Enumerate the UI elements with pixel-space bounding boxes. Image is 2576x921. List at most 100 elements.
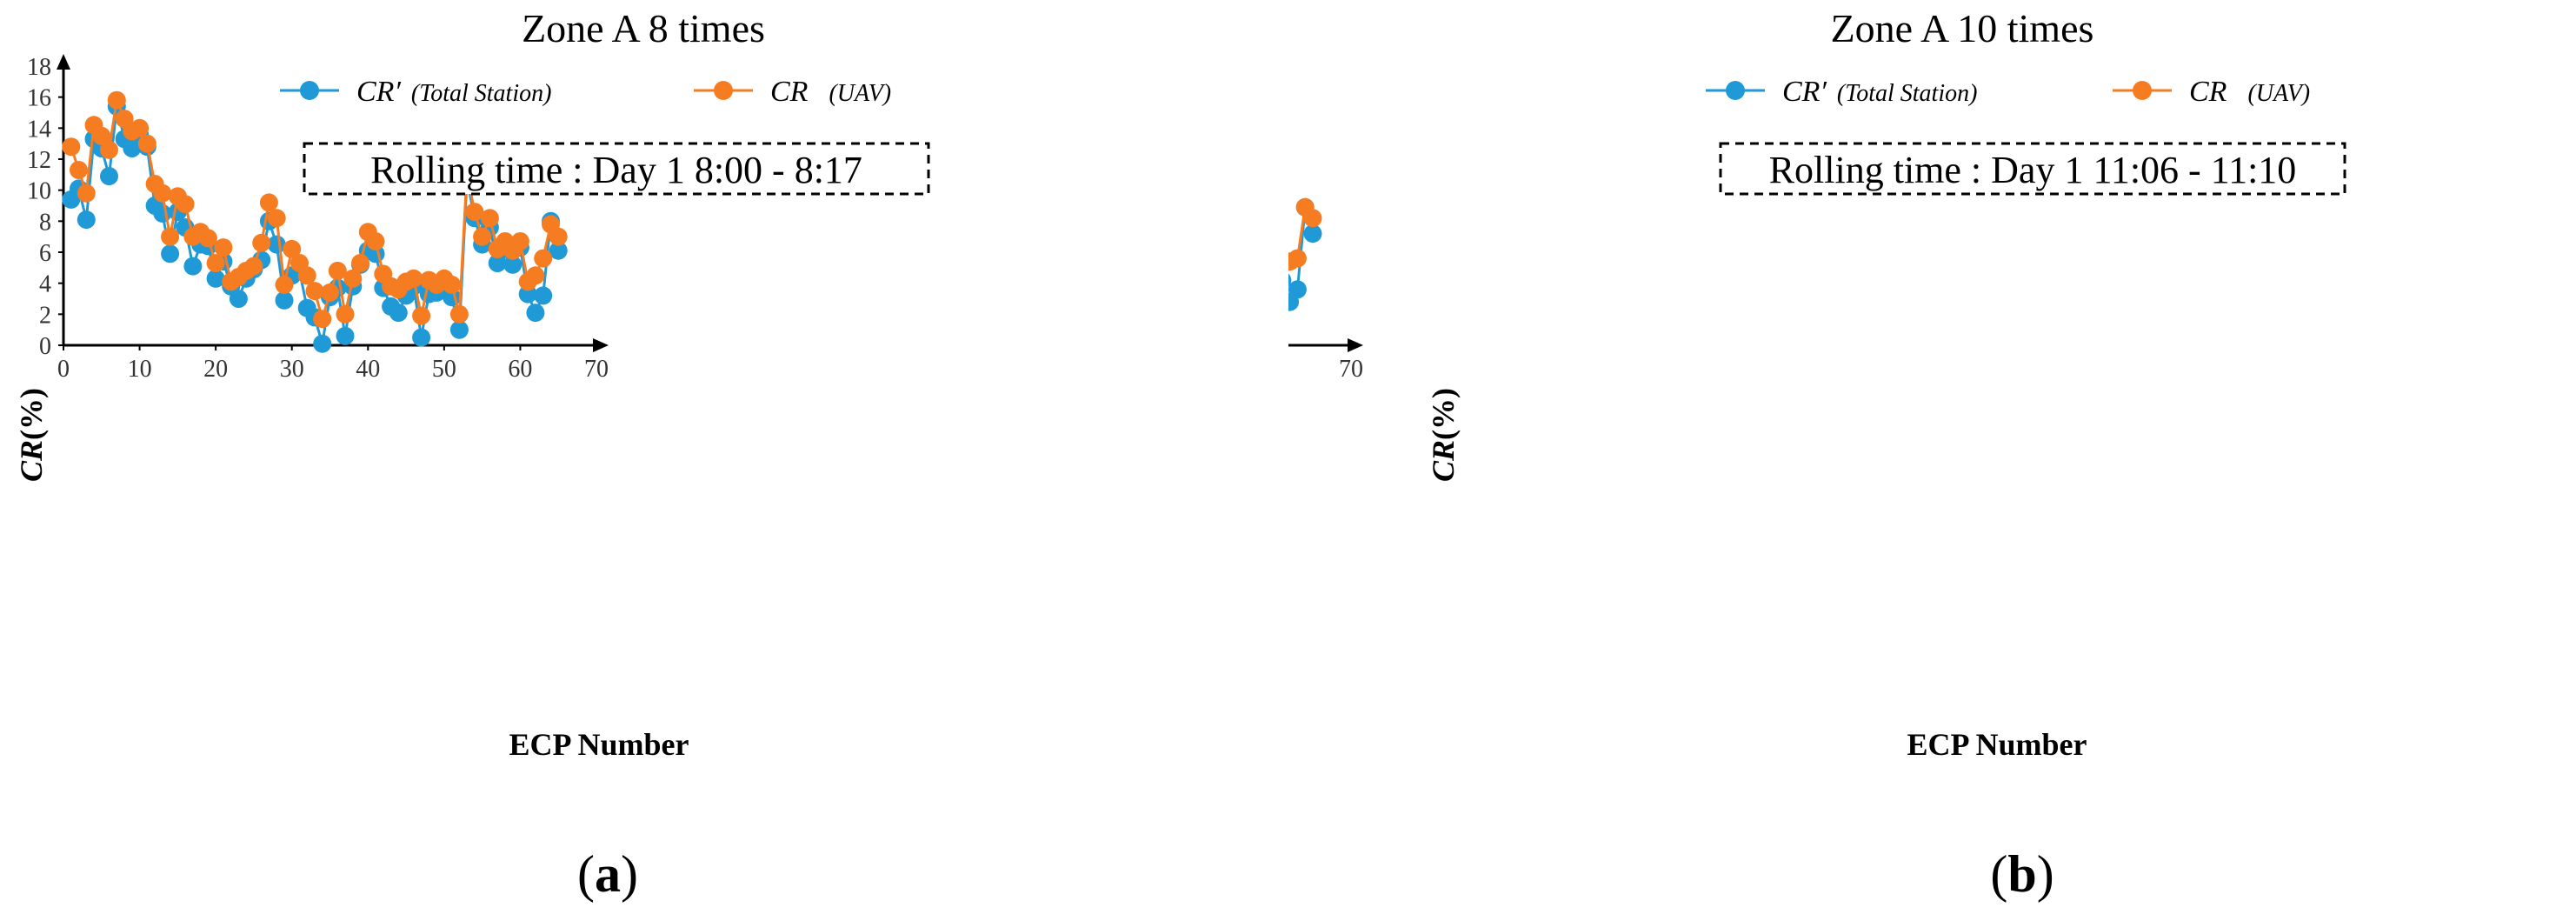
y-axis-title: CR(%) [14, 388, 49, 482]
legend-marker-uav [2133, 81, 2152, 100]
data-point-uav [198, 229, 217, 248]
y-tick-label: 8 [39, 209, 51, 236]
panel-label: (a) [577, 845, 638, 903]
y-axis-title: CR(%) [1426, 388, 1461, 482]
data-point-uav [510, 232, 529, 250]
data-point-total-station [313, 334, 332, 353]
data-point-uav [449, 304, 469, 324]
data-point-uav [252, 233, 271, 252]
data-point-uav [283, 239, 302, 258]
data-point-uav [328, 261, 347, 280]
data-point-total-station [275, 290, 294, 310]
data-point-uav [366, 232, 385, 250]
x-tick-label: 20 [203, 356, 228, 383]
data-point-uav [161, 227, 180, 246]
x-axis-arrow [593, 338, 609, 352]
x-tick-label: 0 [57, 356, 70, 383]
data-point-uav [297, 266, 316, 285]
y-tick-label: 2 [39, 302, 51, 329]
data-point-uav [77, 184, 96, 203]
x-tick-label: 70 [584, 356, 609, 383]
chart-b-svg: Zone A 10 times CR′ (Total Station) CR (UA… [1288, 6, 2346, 903]
data-point-uav [404, 269, 423, 288]
legend-sub-total-station: (Total Station) [411, 80, 552, 107]
x-tick-label: 10 [128, 356, 152, 383]
panel-label-letter: a [595, 845, 621, 903]
data-point-uav [534, 249, 553, 268]
data-point-uav [62, 137, 81, 157]
y-tick-label: 12 [27, 147, 51, 174]
rolling-time-border [303, 142, 930, 196]
chart-title: Zone A 8 times [522, 6, 765, 50]
legend-sub-uav: (UAV) [829, 80, 891, 107]
panel-label: (b) [1990, 845, 2053, 903]
y-tick-label: 0 [39, 333, 51, 360]
data-point-total-station [526, 304, 545, 323]
legend-label-total-station: CR′ (Total Station) [1782, 76, 1977, 108]
legend-main-total-station: CR′ [356, 76, 401, 108]
chart-title: Zone A 10 times [1831, 6, 2094, 50]
y-axis-title-italic: CR [14, 440, 49, 482]
data-point-uav [1288, 249, 1307, 268]
data-point-total-station [336, 326, 355, 345]
data-point-uav [259, 193, 278, 212]
legend-main-uav: CR [770, 76, 809, 108]
data-point-uav [1303, 209, 1322, 228]
x-tick-label: 60 [508, 356, 532, 383]
rolling-time-box: Rolling time : Day 1 8:00 - 8:17 [303, 142, 930, 196]
legend-marker-total-station [1726, 81, 1745, 100]
rolling-time-label: Rolling time : Day 1 8:00 - 8:17 [370, 149, 862, 191]
x-axis-title: ECP Number [509, 727, 689, 762]
x-tick-label: 50 [432, 356, 456, 383]
x-tick-label: 40 [356, 356, 380, 383]
data-point-total-station [549, 241, 568, 260]
data-point-total-station [488, 254, 507, 272]
rolling-time-label: Rolling time : Day 1 11:06 - 11:10 [1769, 149, 2297, 191]
y-tick-label: 10 [27, 178, 51, 205]
rolling-time-box: Rolling time : Day 1 11:06 - 11:10 [1719, 142, 2346, 196]
data-point-uav [70, 161, 88, 179]
legend: CR′ (Total Station) CR (UAV) [280, 76, 891, 108]
data-point-uav [153, 184, 172, 203]
data-point-total-station [503, 255, 523, 274]
data-point-total-station [77, 210, 96, 230]
legend-main-total-station: CR′ [1782, 76, 1827, 108]
data-point-total-station [100, 167, 118, 186]
x-axis-title: ECP Number [1907, 727, 2087, 762]
y-axis-title-unit: (%) [1426, 388, 1461, 440]
data-point-uav [351, 254, 369, 272]
panel-label-letter: b [2007, 845, 2036, 903]
data-point-total-station [183, 257, 203, 276]
series-line-uav [1288, 205, 1315, 264]
data-point-uav [412, 306, 431, 325]
data-point-total-station [206, 269, 225, 288]
panel-label-close: ) [621, 845, 638, 903]
data-point-total-station [1288, 280, 1307, 299]
data-point-uav [549, 227, 568, 246]
data-point-uav [313, 310, 332, 329]
panel-label-close: ) [2037, 845, 2054, 903]
data-point-total-station [412, 328, 431, 347]
data-point-total-station [449, 320, 469, 339]
legend-sub-total-station: (Total Station) [1837, 80, 1978, 107]
data-point-uav [137, 134, 156, 153]
data-point-uav [92, 126, 111, 145]
x-tick-label: 30 [280, 356, 304, 383]
y-axis-title-italic: CR [1426, 440, 1461, 482]
data-point-uav [244, 257, 263, 276]
chart-panel-b: Zone A 10 times CR′ (Total Station) CR (UA… [1288, 0, 2576, 921]
y-axis-title-unit: (%) [14, 388, 49, 440]
data-point-uav [480, 209, 499, 228]
legend: CR′ (Total Station) CR (UAV) [1706, 76, 2310, 108]
data-point-uav [275, 275, 294, 294]
legend-main-uav: CR [2189, 76, 2227, 108]
data-point-uav [336, 304, 355, 324]
data-point-total-station [123, 139, 142, 157]
legend-marker-uav [714, 81, 733, 100]
x-tick-label: 70 [1339, 356, 1363, 383]
data-point-total-station [1303, 224, 1322, 244]
x-axis-arrow [1348, 338, 1363, 352]
legend-marker-total-station [300, 81, 319, 100]
y-tick-label: 4 [39, 271, 51, 298]
